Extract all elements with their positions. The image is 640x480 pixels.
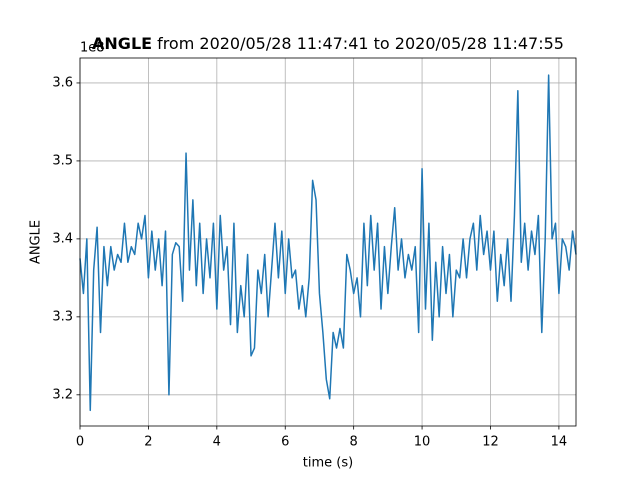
x-tick-label: 10 <box>414 435 431 450</box>
plot-area: 0 2 4 6 8 10 12 14 3.2 3.3 3.4 3.5 3.6 <box>52 57 577 450</box>
chart-title: ANGLE from 2020/05/28 11:47:41 to 2020/05… <box>92 34 564 53</box>
y-tick-label: 3.2 <box>52 387 73 402</box>
y-tick-label: 3.4 <box>52 231 73 246</box>
chart-title-bold: ANGLE <box>92 34 152 53</box>
y-tick-label: 3.3 <box>52 309 73 324</box>
data-line <box>79 74 577 412</box>
y-offset-label: 1e8 <box>80 41 105 56</box>
axes-frame <box>79 57 577 427</box>
x-tick-label: 12 <box>482 435 499 450</box>
y-tick-label: 3.6 <box>52 75 73 90</box>
x-tick-label: 8 <box>350 435 358 450</box>
x-tick-label: 6 <box>281 435 289 450</box>
x-tick-label: 4 <box>213 435 221 450</box>
x-tick-label: 2 <box>144 435 152 450</box>
x-axis-label: time (s) <box>303 456 353 471</box>
chart-title-text: from 2020/05/28 11:47:41 to 2020/05/28 1… <box>157 34 564 53</box>
y-axis-label: ANGLE <box>29 220 44 264</box>
y-tick-label: 3.5 <box>52 153 73 168</box>
x-tick-label: 14 <box>551 435 568 450</box>
x-tick-label: 0 <box>76 435 84 450</box>
